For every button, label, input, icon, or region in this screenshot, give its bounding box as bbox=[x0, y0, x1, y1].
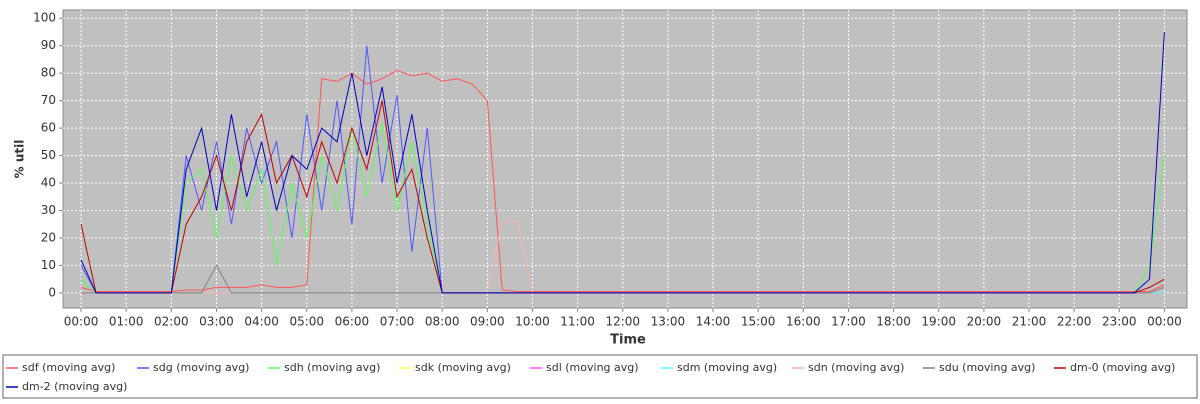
legend-label: sdf (moving avg) bbox=[22, 361, 115, 374]
y-tick-label: 60 bbox=[41, 121, 56, 135]
y-tick-label: 40 bbox=[41, 176, 56, 190]
x-tick-label: 03:00 bbox=[199, 315, 234, 329]
x-tick-label: 05:00 bbox=[289, 315, 324, 329]
x-tick-label: 08:00 bbox=[425, 315, 460, 329]
y-tick-label: 80 bbox=[41, 66, 56, 80]
legend-label: dm-0 (moving avg) bbox=[1070, 361, 1175, 374]
y-tick-label: 50 bbox=[41, 148, 56, 162]
x-tick-label: 06:00 bbox=[335, 315, 370, 329]
y-tick-label: 0 bbox=[48, 285, 56, 299]
series-line bbox=[80, 31, 1165, 294]
x-tick-label: 01:00 bbox=[109, 315, 144, 329]
x-tick-label: 00:00 bbox=[1147, 315, 1182, 329]
legend-label: sdl (moving avg) bbox=[546, 361, 639, 374]
legend-label: sdu (moving avg) bbox=[939, 361, 1035, 374]
plot-area bbox=[62, 9, 1188, 309]
legend-label: sdg (moving avg) bbox=[153, 361, 249, 374]
x-tick-label: 18:00 bbox=[876, 315, 911, 329]
legend-label: sdh (moving avg) bbox=[284, 361, 380, 374]
x-axis-title: Time bbox=[610, 333, 646, 348]
y-tick-label: 20 bbox=[41, 230, 56, 244]
legend-label: sdm (moving avg) bbox=[677, 361, 777, 374]
y-tick-label: 10 bbox=[41, 258, 56, 272]
legend-box bbox=[2, 354, 1198, 399]
x-tick-label: 20:00 bbox=[967, 315, 1002, 329]
x-tick-label: 19:00 bbox=[921, 315, 956, 329]
x-tick-label: 12:00 bbox=[605, 315, 640, 329]
x-tick-label: 13:00 bbox=[651, 315, 686, 329]
y-tick-label: 90 bbox=[41, 38, 56, 52]
legend-label: dm-2 (moving avg) bbox=[22, 380, 127, 393]
x-tick-label: 14:00 bbox=[696, 315, 731, 329]
y-tick-label: 100 bbox=[33, 11, 56, 25]
x-tick-label: 21:00 bbox=[1012, 315, 1047, 329]
x-tick-label: 10:00 bbox=[515, 315, 550, 329]
legend-label: sdn (moving avg) bbox=[808, 361, 904, 374]
y-axis-title: % util bbox=[13, 140, 27, 179]
x-tick-label: 00:00 bbox=[64, 315, 99, 329]
x-tick-label: 11:00 bbox=[560, 315, 595, 329]
x-tick-label: 04:00 bbox=[244, 315, 279, 329]
x-tick-label: 09:00 bbox=[470, 315, 505, 329]
legend-label: sdk (moving avg) bbox=[415, 361, 511, 374]
series-line bbox=[80, 69, 1165, 292]
x-tick-label: 22:00 bbox=[1057, 315, 1092, 329]
y-tick-label: 30 bbox=[41, 203, 56, 217]
x-tick-label: 17:00 bbox=[831, 315, 866, 329]
x-tick-label: 15:00 bbox=[741, 315, 776, 329]
x-tick-label: 07:00 bbox=[380, 315, 415, 329]
x-tick-label: 02:00 bbox=[154, 315, 189, 329]
x-tick-label: 23:00 bbox=[1102, 315, 1137, 329]
y-tick-label: 70 bbox=[41, 93, 56, 107]
x-tick-label: 16:00 bbox=[786, 315, 821, 329]
